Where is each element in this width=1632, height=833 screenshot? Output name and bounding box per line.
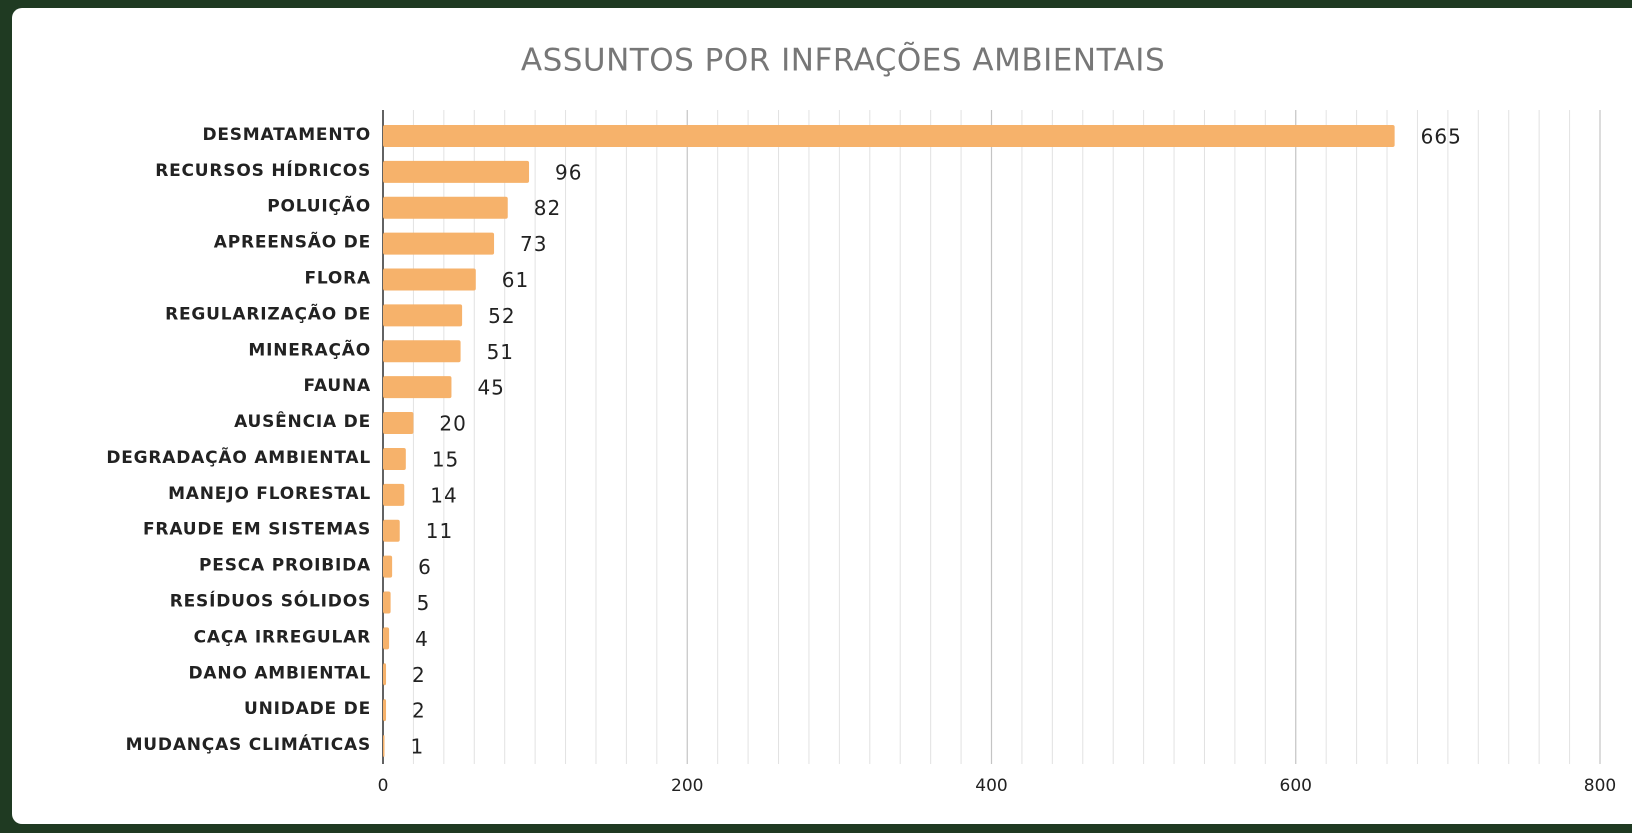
y-tick-label: FLORA	[304, 269, 371, 289]
data-label: 11	[426, 519, 453, 543]
bar	[383, 627, 390, 650]
data-label: 6	[418, 555, 432, 579]
x-tick-label: 0	[378, 776, 389, 796]
y-tick-label: MINERAÇÃO	[248, 337, 371, 360]
data-label: 1	[411, 735, 425, 759]
bar	[383, 483, 405, 506]
bar	[383, 232, 495, 255]
data-label: 51	[487, 340, 514, 364]
bar	[383, 304, 463, 327]
y-tick-label: POLUIÇÃO	[267, 194, 371, 217]
y-tick-label: MUDANÇAS CLIMÁTICAS	[126, 733, 371, 755]
data-label: 45	[477, 376, 504, 400]
data-label: 14	[430, 483, 457, 507]
bar	[383, 412, 414, 435]
bar	[383, 699, 387, 722]
data-label: 665	[1421, 124, 1462, 148]
x-tick-label: 200	[671, 776, 703, 796]
y-tick-label: RESÍDUOS SÓLIDOS	[170, 590, 371, 612]
y-tick-label: FAUNA	[304, 376, 372, 396]
data-label: 52	[488, 304, 515, 328]
data-label: 96	[555, 160, 582, 184]
bar	[383, 340, 461, 363]
x-tick-label: 800	[1584, 776, 1616, 796]
chart-title: ASSUNTOS POR INFRAÇÕES AMBIENTAIS	[521, 42, 1165, 79]
y-tick-label: FRAUDE EM SISTEMAS	[143, 520, 371, 540]
y-tick-label: DEGRADAÇÃO AMBIENTAL	[106, 445, 371, 468]
data-label: 61	[502, 268, 529, 292]
y-tick-label: UNIDADE DE	[244, 699, 371, 719]
x-tick-label: 400	[975, 776, 1007, 796]
bar	[383, 447, 406, 470]
y-tick-label: DESMATAMENTO	[202, 125, 371, 145]
data-label: 15	[432, 447, 459, 471]
y-tick-label: AUSÊNCIA DE	[234, 410, 371, 432]
bar	[383, 663, 387, 686]
data-label: 20	[439, 412, 466, 436]
y-tick-label: RECURSOS HÍDRICOS	[155, 159, 371, 181]
bar	[383, 376, 452, 399]
y-tick-label: APREENSÃO DE	[214, 230, 371, 253]
y-tick-label: CAÇA IRREGULAR	[194, 627, 371, 647]
bar	[383, 268, 476, 291]
y-tick-label: MANEJO FLORESTAL	[168, 484, 371, 504]
y-tick-label: PESCA PROIBIDA	[199, 556, 371, 576]
bar	[383, 519, 400, 542]
y-tick-label: REGULARIZAÇÃO DE	[165, 301, 371, 324]
bar	[383, 591, 391, 614]
bar	[383, 160, 530, 183]
x-tick-label: 600	[1280, 776, 1312, 796]
data-label: 73	[520, 232, 547, 256]
data-label: 82	[534, 196, 561, 220]
data-label: 2	[412, 699, 426, 723]
bar	[383, 124, 1395, 147]
bar	[383, 735, 385, 758]
y-tick-label: DANO AMBIENTAL	[188, 663, 371, 683]
bar	[383, 196, 508, 219]
bar	[383, 555, 393, 578]
data-label: 4	[415, 627, 429, 651]
data-label: 5	[417, 591, 431, 615]
data-label: 2	[412, 663, 426, 687]
